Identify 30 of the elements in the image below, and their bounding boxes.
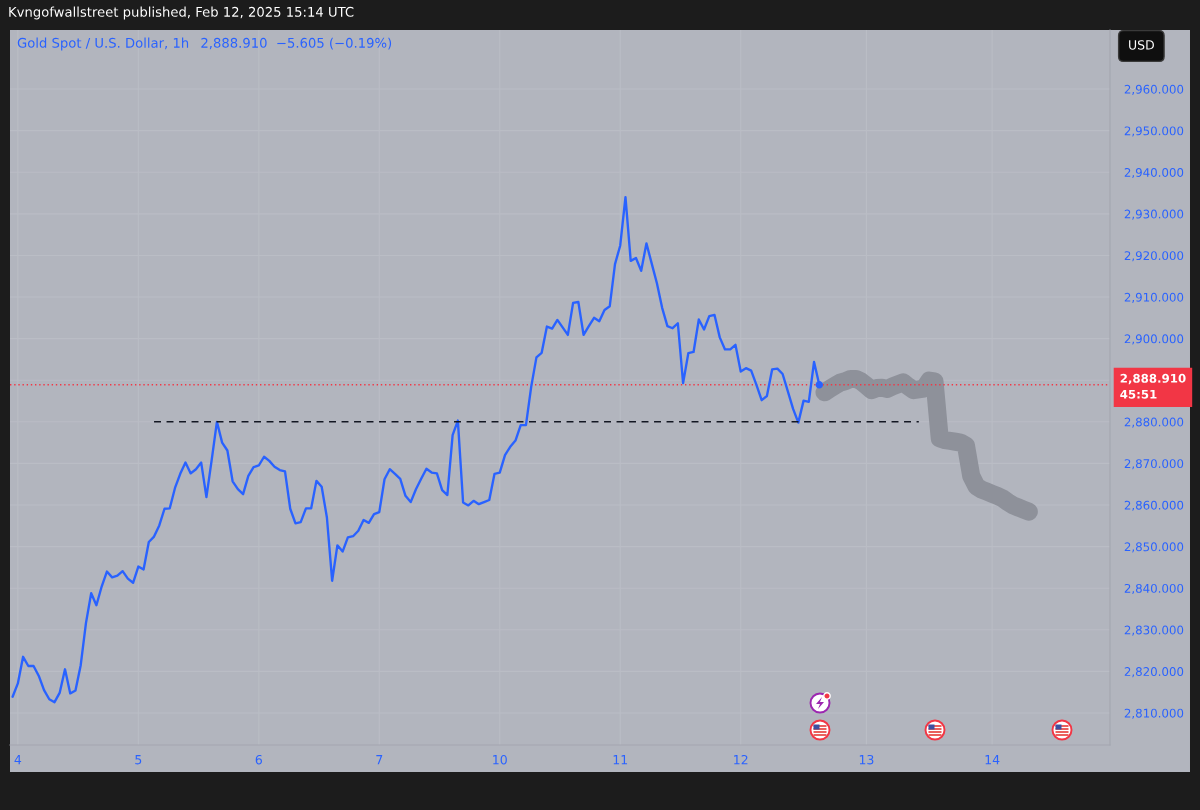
ref-line-label: 2,888.910 45:51 xyxy=(1120,373,1186,399)
text: Kvngofwallstreet published, Feb 12, 2025 15:14 UTC xyxy=(9,6,354,20)
y-tick-label: 2,860.000 xyxy=(1124,500,1184,511)
x-tick-label: 14 xyxy=(985,755,1000,765)
x-tick-label: 7 xyxy=(376,755,383,765)
y-tick-label: 2,840.000 xyxy=(1124,583,1184,595)
y-tick-label: 2,920.000 xyxy=(1124,251,1184,262)
y-tick-label: 2,880.000 xyxy=(1124,417,1184,428)
x-tick-label: 6 xyxy=(255,754,262,765)
y-tick-label: 2,850.000 xyxy=(1124,542,1184,553)
line-series xyxy=(11,196,821,704)
y-tick-label: 2,820.000 xyxy=(1124,667,1184,678)
text: 2,888.910 −5.605 (−0.19%) xyxy=(201,37,392,50)
x-tick-label: 12 xyxy=(734,754,748,765)
x-tick-label: 5 xyxy=(135,755,142,765)
y-tick-label: 2,830.000 xyxy=(1124,625,1184,636)
x-tick-label: 11 xyxy=(613,755,628,765)
y-tick-label: 2,910.000 xyxy=(1124,292,1184,303)
y-tick-label: 2,810.000 xyxy=(1124,708,1184,719)
x-tick-label: 13 xyxy=(859,754,874,765)
text: USD xyxy=(1129,40,1154,50)
y-tick-label: 2,940.000 xyxy=(1124,167,1184,179)
y-tick-label: 2,900.000 xyxy=(1124,334,1184,345)
x-tick-label: 10 xyxy=(493,754,507,765)
y-tick-label: 2,870.000 xyxy=(1124,459,1184,470)
y-tick-label: 2,950.000 xyxy=(1124,126,1184,137)
x-tick-label: 4 xyxy=(14,755,22,765)
text: Gold Spot / U.S. Dollar, 1h xyxy=(17,37,189,51)
y-tick-label: 2,960.000 xyxy=(1124,84,1184,95)
y-tick-label: 2,930.000 xyxy=(1124,209,1184,220)
